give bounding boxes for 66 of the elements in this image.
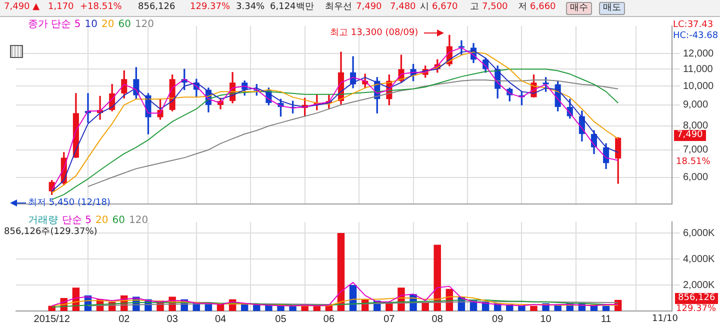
text: 고	[470, 2, 479, 13]
text: LC:37.43	[673, 20, 714, 31]
x-tick-label: 10	[540, 314, 552, 325]
y-tick-label: 7,000	[683, 144, 708, 156]
y-tick-label: 6,000	[683, 172, 708, 184]
text: 120	[134, 19, 154, 30]
y-tick-label: 12,000	[683, 48, 714, 60]
x-tick-label: 05	[275, 314, 287, 325]
x-tick-label: 2015/12	[34, 314, 70, 325]
text: HC:-43.68	[673, 31, 718, 42]
text: 7,500	[482, 2, 508, 13]
text: 7,480	[390, 2, 416, 13]
text: 종가 단순 5	[28, 19, 81, 30]
bar	[434, 244, 441, 311]
bar	[602, 306, 610, 311]
text: 7,490 ▲	[4, 2, 40, 13]
x-tick-label: 04	[214, 314, 227, 325]
y-tick-label: 2,000K	[683, 280, 716, 291]
text: +18.51%	[80, 2, 122, 13]
text: 18.51%	[676, 157, 710, 168]
text: 11/10	[652, 314, 678, 325]
text: 7,490	[674, 130, 706, 141]
x-tick-label: 03	[166, 314, 178, 325]
text: 저	[518, 2, 527, 13]
text: 856,126	[675, 293, 718, 304]
text: 시	[420, 2, 429, 13]
x-tick-label: 07	[384, 314, 396, 325]
y-tick-label: 6,000K	[683, 228, 716, 239]
text: 6,670	[432, 2, 458, 13]
annotation: 최저 5,450 (12/18)	[28, 198, 110, 209]
bar	[253, 304, 260, 311]
legend-title: 거래량	[28, 215, 58, 226]
text: 6,660	[530, 2, 556, 13]
text: 7,490	[356, 2, 382, 13]
text: 10	[84, 19, 98, 30]
x-tick-label: 06	[323, 314, 335, 325]
text: 20	[96, 215, 108, 226]
x-tick-label: 09	[492, 314, 504, 325]
text: 6,124백만	[270, 2, 314, 13]
text: 최우선	[325, 2, 352, 13]
bar	[530, 306, 538, 311]
text: 단순 5	[62, 215, 92, 226]
text: 3.34%	[236, 2, 265, 13]
text: 매수	[566, 2, 592, 15]
text: 60	[112, 215, 126, 226]
y-tick-label: 10,000	[683, 80, 714, 92]
text: 856,126	[138, 2, 176, 13]
text: 20	[101, 19, 114, 30]
annotation: 856,126주(129.37%)	[4, 227, 98, 238]
text: 1,170	[48, 2, 74, 13]
bar	[337, 233, 345, 311]
y-tick-label: 4,000K	[683, 254, 716, 265]
text: 60	[118, 19, 131, 30]
y-tick-label: 11,000	[683, 64, 714, 75]
text: 129.37%	[190, 2, 230, 13]
annotation: 최고 13,300 (08/09)	[330, 28, 418, 39]
text: 129.37%	[676, 304, 716, 314]
bar	[277, 306, 284, 311]
bar	[518, 306, 526, 311]
x-tick-label: 02	[118, 314, 130, 325]
x-tick-label: 08	[432, 314, 444, 325]
text: 120	[129, 215, 148, 226]
x-tick-label: 11	[600, 314, 612, 325]
text: 매도	[599, 2, 625, 15]
y-tick-label: 9,000	[683, 100, 708, 111]
bar	[289, 306, 296, 311]
